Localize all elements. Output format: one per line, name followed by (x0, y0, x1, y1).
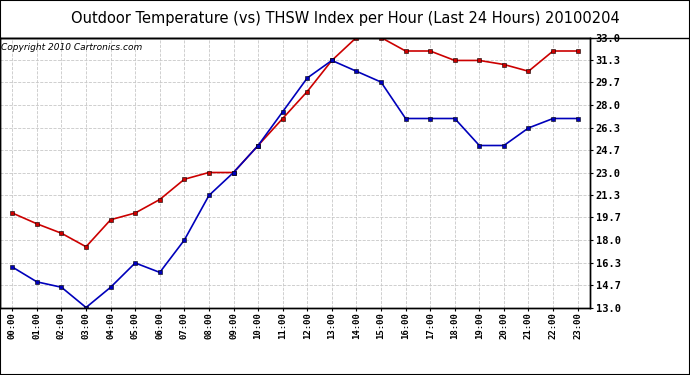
Text: Copyright 2010 Cartronics.com: Copyright 2010 Cartronics.com (1, 43, 142, 52)
Text: Outdoor Temperature (vs) THSW Index per Hour (Last 24 Hours) 20100204: Outdoor Temperature (vs) THSW Index per … (70, 11, 620, 26)
